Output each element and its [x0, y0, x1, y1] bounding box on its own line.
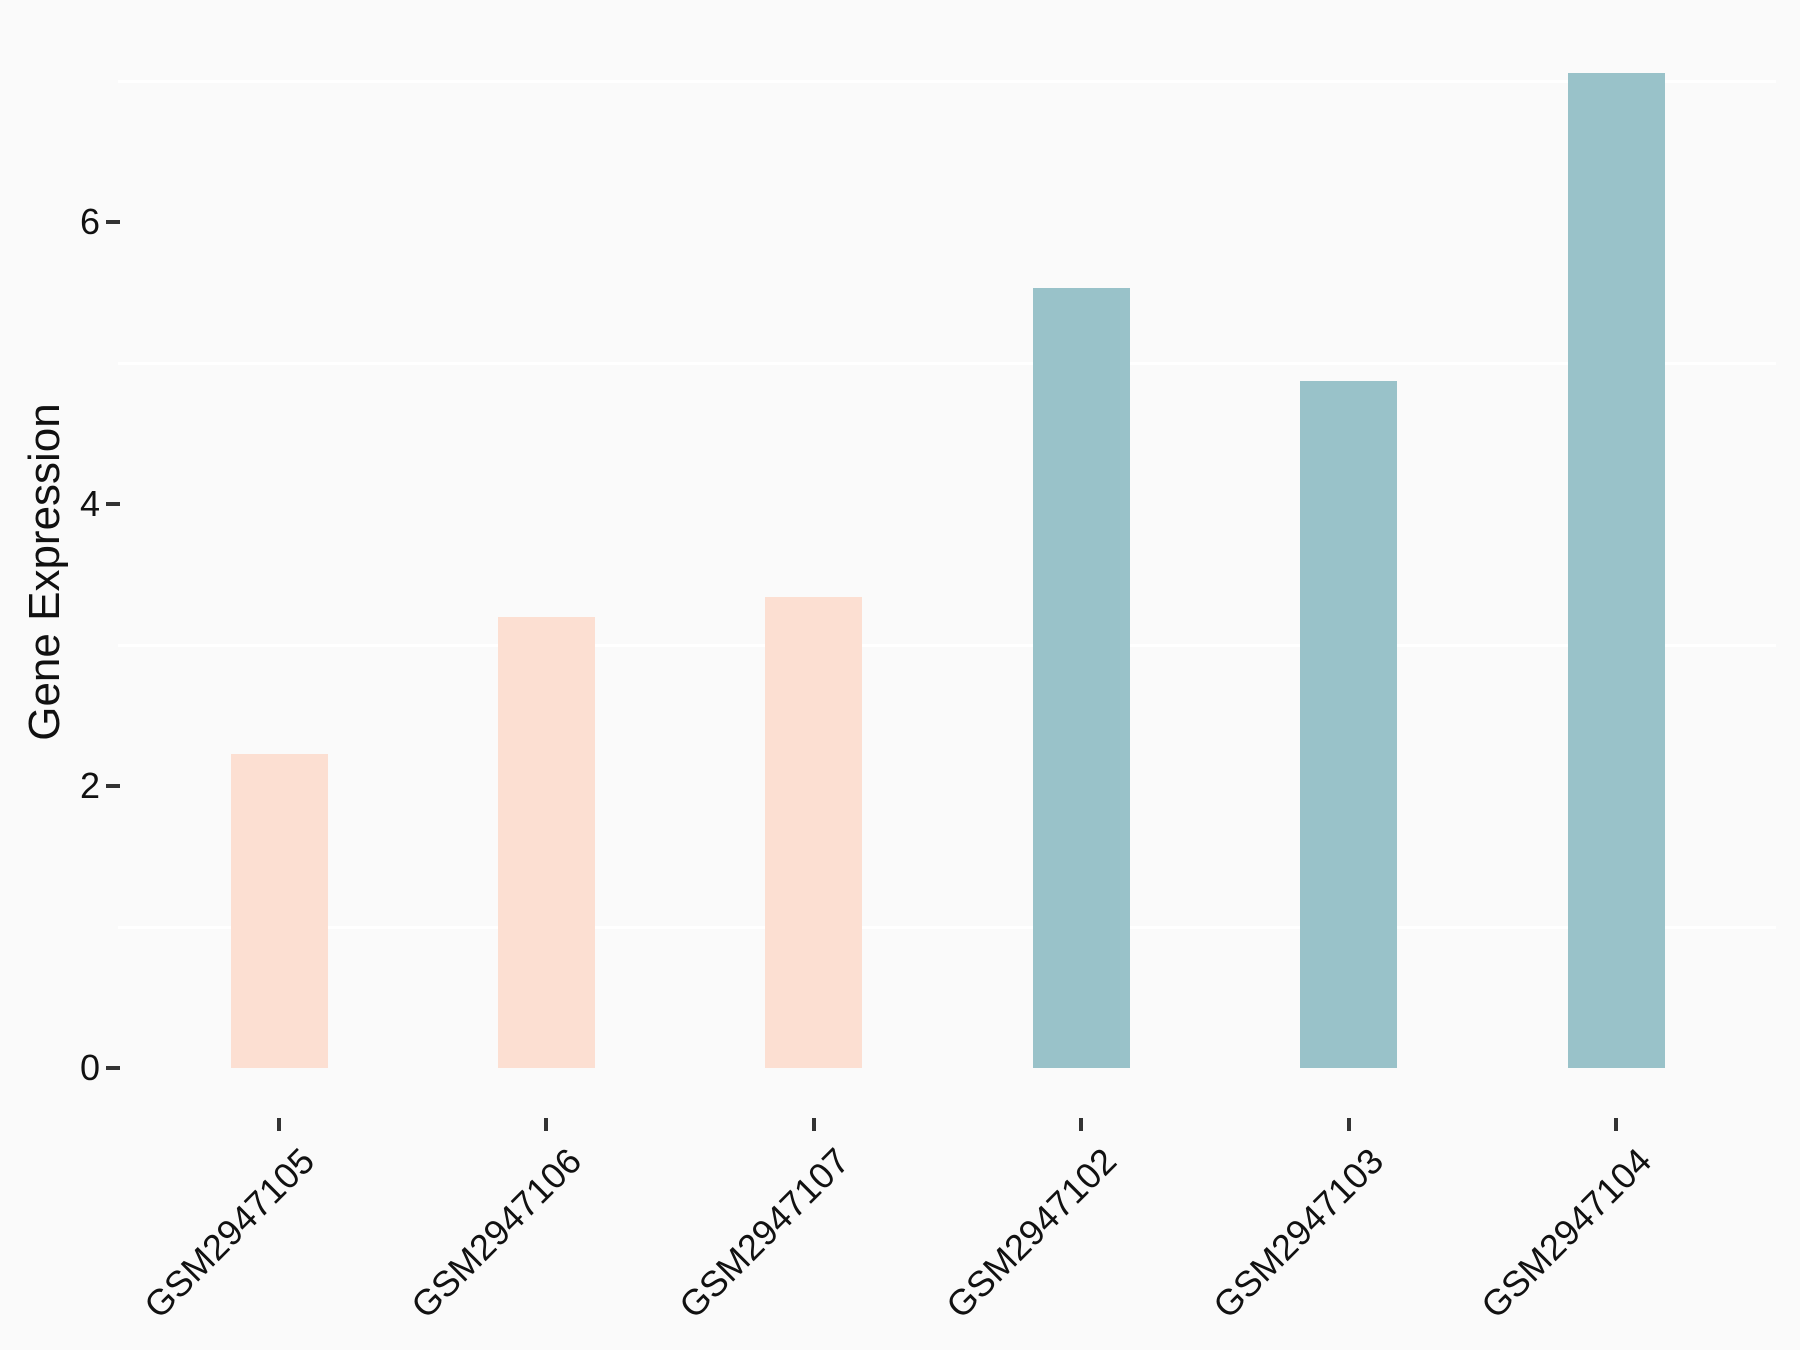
- x-tick-mark-GSM2947107: [811, 1118, 816, 1131]
- bar-GSM2947105: [230, 753, 328, 1068]
- y-tick-label-4: 4: [79, 483, 100, 524]
- x-tick-mark-GSM2947102: [1079, 1118, 1084, 1131]
- bar-GSM2947102: [1032, 288, 1130, 1068]
- minor-gridline-y7: [118, 79, 1776, 83]
- bar-GSM2947104: [1567, 72, 1665, 1068]
- y-tick-mark-0: [106, 1066, 120, 1070]
- y-tick-mark-2: [106, 784, 120, 788]
- x-tick-mark-GSM2947105: [277, 1118, 281, 1131]
- y-tick-mark-4: [106, 502, 120, 506]
- minor-gridline-y1: [118, 925, 1776, 929]
- y-axis-title: Gene Expression: [20, 403, 69, 741]
- x-tick-label-GSM2947105: GSM2947105: [135, 1140, 322, 1327]
- x-tick-mark-GSM2947103: [1346, 1118, 1351, 1131]
- x-tick-mark-GSM2947104: [1614, 1118, 1618, 1131]
- x-tick-label-GSM2947107: GSM2947107: [670, 1140, 857, 1327]
- minor-gridline-y5: [118, 361, 1776, 365]
- x-tick-mark-GSM2947106: [544, 1118, 549, 1131]
- y-tick-label-0: 0: [79, 1047, 100, 1088]
- y-tick-label-2: 2: [79, 765, 100, 806]
- bar-GSM2947103: [1300, 381, 1398, 1068]
- bar-GSM2947107: [765, 597, 863, 1068]
- x-tick-label-GSM2947102: GSM2947102: [938, 1140, 1125, 1327]
- x-tick-label-GSM2947106: GSM2947106: [403, 1140, 590, 1327]
- bar-GSM2947106: [497, 616, 595, 1068]
- x-tick-label-GSM2947104: GSM2947104: [1472, 1140, 1659, 1327]
- minor-gridline-y3: [118, 643, 1776, 647]
- y-tick-label-6: 6: [79, 201, 100, 242]
- x-tick-label-GSM2947103: GSM2947103: [1205, 1140, 1392, 1327]
- y-tick-mark-6: [106, 220, 120, 224]
